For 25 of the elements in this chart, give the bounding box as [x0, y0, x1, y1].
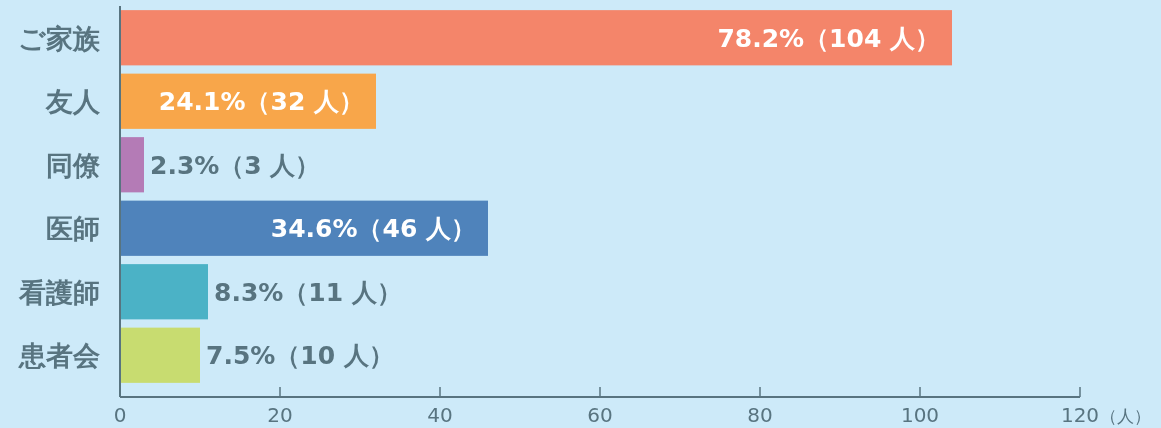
bar	[120, 10, 952, 66]
x-tick-label: 100	[900, 403, 940, 427]
x-tick-label: 80	[747, 403, 773, 427]
y-tick-label: 看護師	[18, 276, 100, 308]
y-tick-label: 患者会	[18, 340, 100, 372]
bar	[120, 264, 208, 320]
y-tick-label: 医師	[46, 213, 100, 245]
y-tick-label: 同僚	[46, 149, 101, 181]
data-label: 78.2%（104 人）	[717, 23, 940, 53]
y-tick-label: ご家族	[18, 22, 101, 54]
data-label: 7.5%（10 人）	[206, 341, 394, 371]
bar	[120, 200, 488, 256]
x-tick-label: 40	[427, 403, 453, 427]
x-tick-label: 120	[1060, 403, 1100, 427]
x-tick-label: 60	[587, 403, 613, 427]
data-label: 24.1%（32 人）	[158, 87, 364, 117]
x-tick-label: 0	[113, 403, 127, 427]
data-label: 34.6%（46 人）	[270, 214, 476, 244]
x-tick-label: 20	[267, 403, 293, 427]
data-label: 2.3%（3 人）	[150, 150, 321, 180]
y-tick-label: 友人	[45, 86, 101, 118]
data-label: 8.3%（11 人）	[214, 277, 402, 307]
x-axis-title: （人）	[1100, 406, 1151, 426]
bar	[120, 137, 144, 193]
bar	[120, 327, 200, 383]
